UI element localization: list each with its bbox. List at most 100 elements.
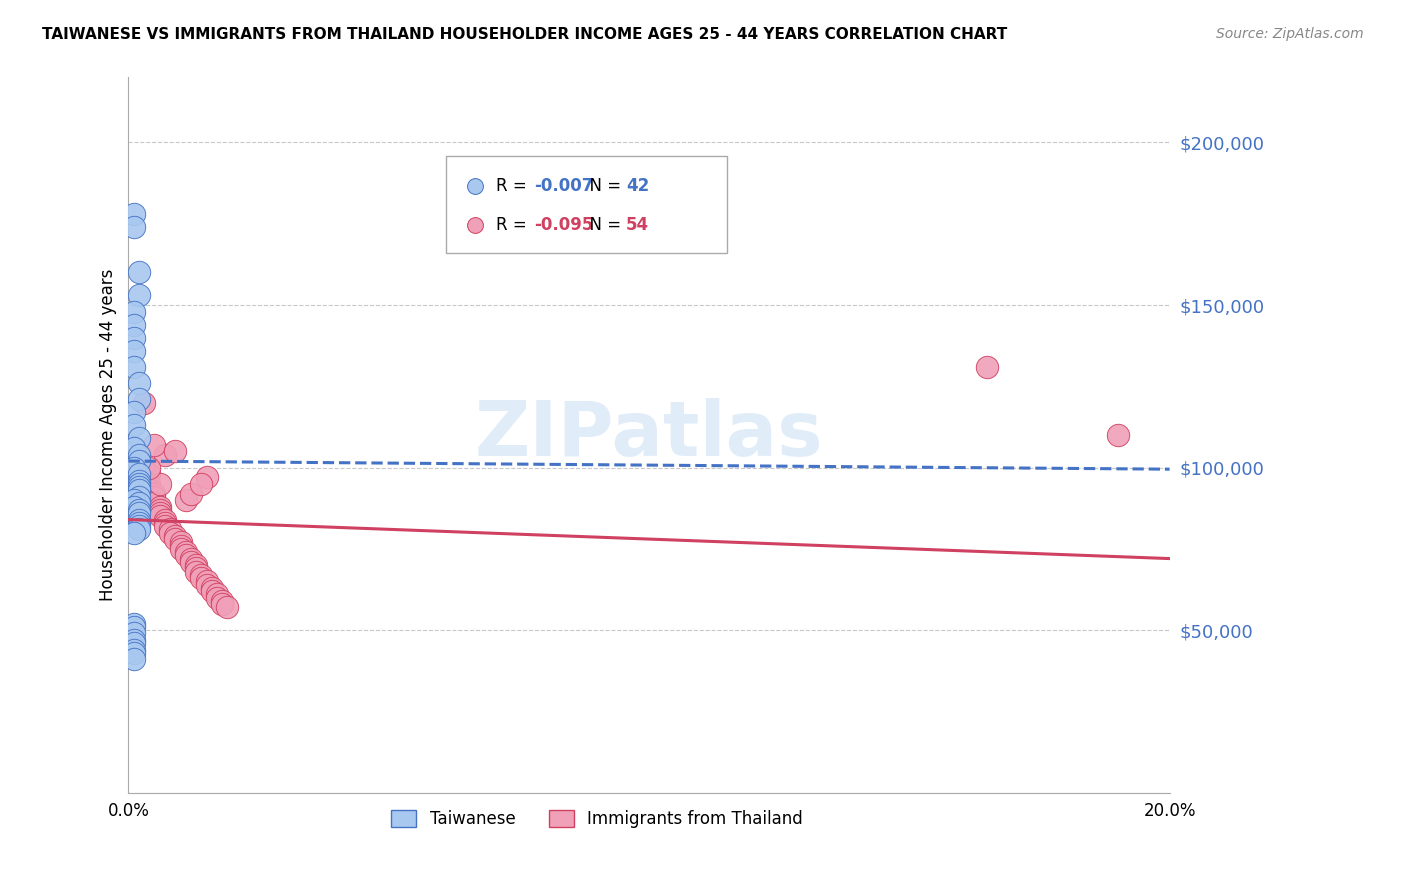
Legend: Taiwanese, Immigrants from Thailand: Taiwanese, Immigrants from Thailand [385, 803, 810, 834]
Text: -0.095: -0.095 [534, 216, 593, 234]
Point [132, 464, 155, 478]
Point [128, 516, 150, 530]
Point [174, 545, 197, 559]
Point [190, 476, 212, 491]
Point [122, 219, 145, 234]
Point [149, 509, 172, 524]
Point [128, 512, 150, 526]
Point [122, 652, 145, 666]
Point [138, 460, 160, 475]
Point [128, 506, 150, 520]
Point [169, 541, 191, 556]
Text: 54: 54 [626, 216, 650, 234]
Point [186, 565, 208, 579]
Point [165, 529, 187, 543]
Point [122, 343, 145, 358]
Point [211, 594, 233, 608]
Text: R =: R = [496, 216, 531, 234]
Point [128, 522, 150, 536]
Point [128, 265, 150, 279]
Point [138, 467, 160, 481]
Point [143, 490, 166, 504]
Point [205, 587, 228, 601]
Point [180, 551, 202, 566]
Point [122, 405, 145, 419]
Point [149, 500, 172, 514]
Point [122, 626, 145, 640]
Point [122, 616, 145, 631]
Point [1107, 428, 1129, 442]
Point [149, 506, 172, 520]
Point [122, 525, 145, 540]
Point [128, 376, 150, 390]
Y-axis label: Householder Income Ages 25 - 44 years: Householder Income Ages 25 - 44 years [100, 268, 117, 601]
Point [122, 304, 145, 318]
Text: TAIWANESE VS IMMIGRANTS FROM THAILAND HOUSEHOLDER INCOME AGES 25 - 44 YEARS CORR: TAIWANESE VS IMMIGRANTS FROM THAILAND HO… [42, 27, 1008, 42]
Point [195, 577, 218, 591]
Point [122, 359, 145, 374]
Point [128, 458, 150, 472]
Point [122, 636, 145, 650]
Text: 42: 42 [626, 178, 650, 195]
Point [159, 522, 181, 536]
Point [128, 519, 150, 533]
Point [128, 490, 150, 504]
Point [201, 581, 224, 595]
Point [143, 486, 166, 500]
Point [122, 330, 145, 344]
Point [165, 444, 187, 458]
Point [153, 512, 176, 526]
Point [128, 450, 150, 465]
Point [174, 549, 197, 563]
Point [180, 555, 202, 569]
Point [128, 431, 150, 445]
Text: N =: N = [579, 216, 627, 234]
Point [128, 496, 150, 510]
Point [143, 438, 166, 452]
Point [122, 500, 145, 514]
Point [122, 318, 145, 332]
Point [165, 532, 187, 546]
Point [128, 454, 150, 468]
Point [169, 535, 191, 549]
Point [201, 584, 224, 599]
Point [122, 493, 145, 508]
Point [211, 597, 233, 611]
Point [217, 600, 239, 615]
Point [153, 448, 176, 462]
Text: N =: N = [579, 178, 627, 195]
Point [138, 476, 160, 491]
Point [186, 558, 208, 573]
Point [180, 486, 202, 500]
Text: Source: ZipAtlas.com: Source: ZipAtlas.com [1216, 27, 1364, 41]
Text: ZIPatlas: ZIPatlas [475, 398, 824, 472]
Text: R =: R = [496, 178, 531, 195]
Point [149, 476, 172, 491]
Point [122, 646, 145, 660]
Point [128, 467, 150, 481]
Point [169, 539, 191, 553]
Point [128, 448, 150, 462]
Point [190, 571, 212, 585]
Point [143, 496, 166, 510]
Point [128, 503, 150, 517]
Point [190, 567, 212, 582]
Point [122, 632, 145, 647]
Point [128, 288, 150, 302]
Point [122, 620, 145, 634]
Point [128, 392, 150, 407]
Point [122, 642, 145, 657]
Point [138, 483, 160, 498]
Point [128, 474, 150, 488]
Point [195, 470, 218, 484]
Point [122, 418, 145, 433]
Point [205, 591, 228, 605]
Point [132, 474, 155, 488]
Point [128, 480, 150, 494]
Point [174, 493, 197, 508]
Point [153, 516, 176, 530]
Point [976, 359, 998, 374]
Point [186, 561, 208, 575]
Point [195, 574, 218, 589]
FancyBboxPatch shape [446, 156, 727, 252]
